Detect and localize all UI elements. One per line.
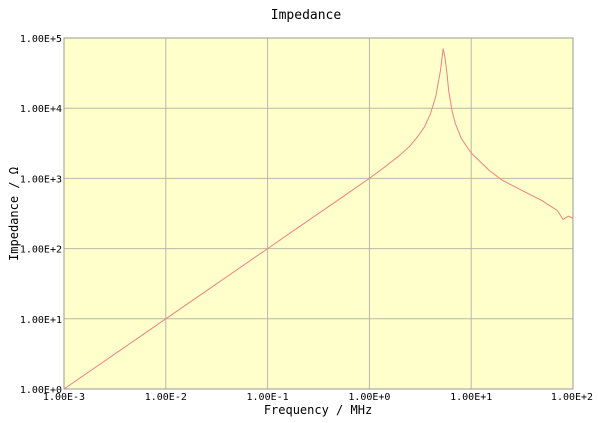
x-tick-label: 1.00E-3	[43, 392, 85, 403]
y-tick-label: 1.00E+1	[20, 315, 62, 326]
plot-frame	[63, 37, 574, 390]
x-axis-label: Frequency / MHz	[264, 403, 372, 417]
y-tick-label: 1.00E+3	[20, 174, 62, 185]
x-tick-label: 1.00E+1	[450, 392, 492, 403]
tick-layer: 1.00E-3 1.00E-2 1.00E-1 1.00E+0 1.00E+1 1.00E…	[20, 34, 593, 403]
y-tick-label: 1.00E+0	[20, 385, 62, 396]
chart-title: Impedance	[271, 8, 342, 23]
y-axis-label: Impedance / Ω	[7, 167, 21, 261]
y-tick-label: 1.00E+4	[20, 104, 62, 115]
x-tick-label: 1.00E-2	[145, 392, 187, 403]
x-tick-label: 1.00E+2	[551, 392, 593, 403]
x-tick-label: 1.00E+0	[348, 392, 390, 403]
impedance-series-line	[63, 48, 574, 390]
grid-layer	[63, 37, 574, 390]
series-layer	[63, 48, 574, 390]
x-tick-label: 1.00E-1	[247, 392, 289, 403]
y-tick-label: 1.00E+2	[20, 245, 62, 256]
y-tick-label: 1.00E+5	[20, 34, 62, 45]
